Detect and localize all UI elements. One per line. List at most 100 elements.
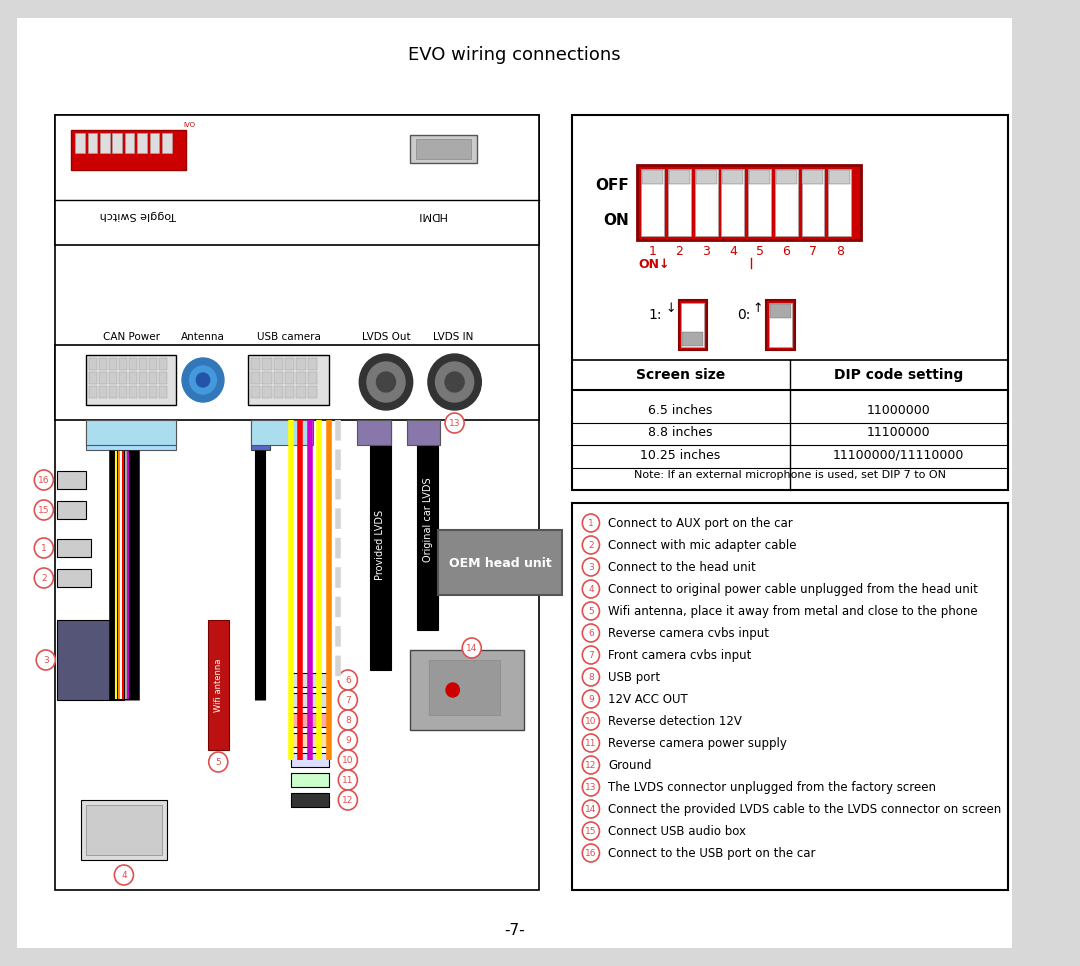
Bar [159,372,167,384]
Bar [696,170,717,184]
Circle shape [183,358,224,402]
Bar [138,372,147,384]
Bar [694,169,717,236]
Bar [296,386,306,398]
Text: 1:: 1: [649,308,662,322]
Text: 3: 3 [588,562,594,572]
Bar [57,501,85,519]
Text: Connect USB audio box: Connect USB audio box [608,825,746,838]
Bar [642,169,664,236]
Bar [98,358,107,370]
Bar [636,165,861,240]
Bar [55,115,539,245]
Text: IVO: IVO [183,122,195,128]
Text: USB camera: USB camera [257,332,321,342]
Circle shape [582,580,599,598]
Circle shape [582,602,599,620]
Bar [129,386,137,398]
Circle shape [360,354,413,410]
Bar [669,170,690,184]
Bar [291,793,328,807]
Bar [129,372,137,384]
Bar [57,539,91,557]
Text: 14: 14 [467,643,477,652]
Circle shape [582,646,599,664]
Text: 2: 2 [589,541,594,550]
Text: 6.5 inches: 6.5 inches [648,404,713,416]
Bar [678,300,707,350]
Circle shape [338,770,357,790]
Bar [85,355,176,405]
Bar [571,503,1009,890]
Bar [112,133,122,153]
Circle shape [197,373,210,387]
Bar [119,372,127,384]
Circle shape [208,752,228,772]
Bar [766,300,795,350]
Text: 7: 7 [345,696,351,704]
Text: 3: 3 [702,245,711,258]
Bar [137,133,147,153]
Bar [149,386,158,398]
Text: Front camera cvbs input: Front camera cvbs input [608,648,752,662]
Circle shape [338,690,357,710]
Bar [291,753,328,767]
Text: ON: ON [604,213,629,228]
Circle shape [338,710,357,730]
Bar [89,386,97,398]
Text: 9: 9 [588,695,594,703]
Text: 6: 6 [782,245,791,258]
Text: 11100000: 11100000 [867,425,931,439]
Text: The LVDS connector unplugged from the factory screen: The LVDS connector unplugged from the fa… [608,781,936,793]
Text: 10: 10 [342,755,353,764]
Circle shape [338,670,357,690]
Circle shape [582,800,599,818]
Circle shape [582,536,599,554]
Text: 12: 12 [585,760,596,770]
Text: Reverse camera cvbs input: Reverse camera cvbs input [608,627,769,639]
Text: Reverse camera power supply: Reverse camera power supply [608,736,787,750]
Bar [291,773,328,787]
Text: 7: 7 [588,650,594,660]
Text: 11000000: 11000000 [867,404,931,416]
Bar [683,332,703,346]
Circle shape [435,362,474,402]
Text: Reverse detection 12V: Reverse detection 12V [608,715,742,727]
Text: 2: 2 [41,574,46,582]
Bar [357,420,391,445]
Bar [801,169,824,236]
Text: Note: If an external microphone is used, set DIP 7 to ON: Note: If an external microphone is used,… [634,470,946,480]
Bar [308,386,318,398]
Text: 15: 15 [585,827,596,836]
Bar [418,420,438,630]
Bar [55,345,539,420]
Text: 9: 9 [345,735,351,745]
Text: OEM head unit: OEM head unit [449,556,552,570]
Bar [109,358,118,370]
Text: 5: 5 [756,245,764,258]
Bar [438,530,563,595]
Circle shape [582,712,599,730]
Text: Connect to original power cable unplugged from the head unit: Connect to original power cable unplugge… [608,582,977,595]
Text: CAN Power: CAN Power [103,332,160,342]
Bar [119,358,127,370]
Bar [829,170,850,184]
Text: Connect with mic adapter cable: Connect with mic adapter cable [608,538,797,552]
Bar [669,169,691,236]
Text: 13: 13 [585,782,596,791]
Bar [129,358,137,370]
Circle shape [445,413,464,433]
Bar [149,372,158,384]
Circle shape [582,844,599,862]
Circle shape [338,750,357,770]
Bar [296,358,306,370]
Text: 12V ACC OUT: 12V ACC OUT [608,693,688,705]
Text: 8: 8 [345,716,351,724]
Text: 10: 10 [585,717,596,725]
Text: Wifi antenna: Wifi antenna [214,658,222,712]
Bar [89,372,97,384]
Text: 4: 4 [589,584,594,593]
Bar [109,372,118,384]
Bar [409,135,476,163]
Bar [207,620,229,750]
